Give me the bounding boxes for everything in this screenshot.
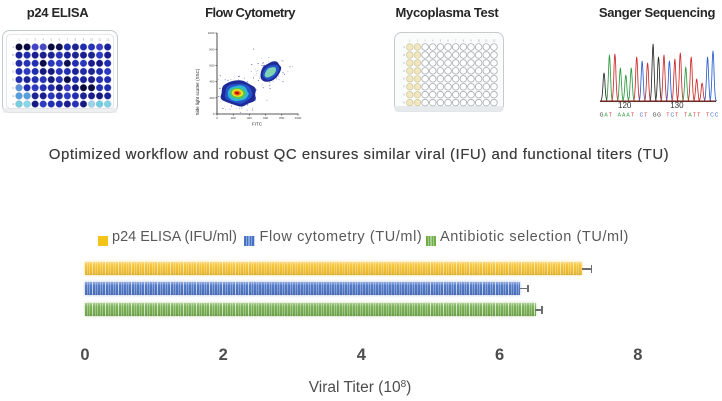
svg-text:9: 9 bbox=[470, 39, 472, 42]
svg-text:6: 6 bbox=[59, 38, 61, 42]
svg-text:12: 12 bbox=[493, 39, 496, 42]
svg-text:G: G bbox=[12, 94, 14, 98]
svg-text:1: 1 bbox=[409, 39, 411, 42]
svg-text:T: T bbox=[697, 113, 700, 119]
svg-text:A: A bbox=[626, 113, 630, 119]
svg-text:T: T bbox=[693, 113, 696, 119]
svg-text:11: 11 bbox=[485, 39, 488, 42]
svg-text:D: D bbox=[12, 70, 14, 74]
svg-text:E: E bbox=[403, 78, 405, 81]
svg-text:8: 8 bbox=[75, 38, 77, 42]
svg-text:3: 3 bbox=[34, 38, 36, 42]
svg-text:C: C bbox=[640, 113, 644, 119]
svg-text:C: C bbox=[670, 113, 674, 119]
svg-text:Side light scatter (SSC): Side light scatter (SSC) bbox=[195, 68, 200, 115]
svg-text:1000: 1000 bbox=[208, 31, 215, 35]
svg-text:B: B bbox=[12, 53, 14, 57]
svg-text:C: C bbox=[710, 113, 714, 119]
svg-text:A: A bbox=[622, 113, 626, 119]
svg-text:F: F bbox=[12, 86, 14, 90]
svg-text:C: C bbox=[12, 61, 14, 65]
svg-text:6: 6 bbox=[447, 39, 449, 42]
svg-text:0: 0 bbox=[213, 112, 215, 116]
svg-text:800: 800 bbox=[279, 116, 284, 120]
svg-text:G: G bbox=[403, 94, 405, 97]
svg-text:T: T bbox=[706, 113, 709, 119]
svg-text:600: 600 bbox=[263, 116, 268, 120]
svg-text:H: H bbox=[403, 102, 405, 105]
svg-text:A: A bbox=[12, 45, 14, 49]
svg-text:T: T bbox=[609, 113, 612, 119]
svg-text:T: T bbox=[631, 113, 634, 119]
svg-text:11: 11 bbox=[98, 38, 101, 42]
svg-text:E: E bbox=[12, 78, 14, 82]
svg-text:12: 12 bbox=[106, 38, 109, 42]
svg-text:7: 7 bbox=[67, 38, 69, 42]
svg-text:FITC: FITC bbox=[252, 122, 263, 127]
svg-text:0: 0 bbox=[216, 116, 218, 120]
svg-text:C: C bbox=[403, 62, 405, 65]
svg-text:F: F bbox=[403, 86, 405, 89]
svg-text:10: 10 bbox=[90, 38, 93, 42]
svg-text:4: 4 bbox=[42, 38, 44, 42]
svg-text:C: C bbox=[715, 113, 718, 119]
svg-text:B: B bbox=[403, 54, 405, 57]
svg-text:G: G bbox=[600, 113, 604, 119]
svg-text:5: 5 bbox=[50, 38, 52, 42]
svg-text:A: A bbox=[403, 46, 405, 49]
svg-text:A: A bbox=[688, 113, 692, 119]
svg-text:H: H bbox=[12, 102, 14, 106]
svg-text:G: G bbox=[657, 113, 661, 119]
svg-text:G: G bbox=[653, 113, 657, 119]
svg-text:T: T bbox=[675, 113, 678, 119]
svg-text:130: 130 bbox=[670, 101, 684, 110]
svg-text:600: 600 bbox=[209, 64, 214, 68]
svg-text:10: 10 bbox=[477, 39, 480, 42]
svg-text:1000: 1000 bbox=[295, 116, 302, 120]
svg-text:800: 800 bbox=[209, 47, 214, 51]
svg-text:A: A bbox=[618, 113, 622, 119]
svg-text:4: 4 bbox=[432, 39, 434, 42]
svg-text:9: 9 bbox=[83, 38, 85, 42]
svg-text:T: T bbox=[644, 113, 647, 119]
svg-text:7: 7 bbox=[455, 39, 457, 42]
svg-text:1: 1 bbox=[18, 38, 20, 42]
svg-text:200: 200 bbox=[231, 116, 236, 120]
svg-text:3: 3 bbox=[424, 39, 426, 42]
svg-text:2: 2 bbox=[417, 39, 419, 42]
svg-text:D: D bbox=[403, 70, 405, 73]
svg-text:2: 2 bbox=[26, 38, 28, 42]
svg-text:400: 400 bbox=[209, 80, 214, 84]
svg-text:A: A bbox=[604, 113, 608, 119]
svg-text:200: 200 bbox=[209, 96, 214, 100]
svg-text:400: 400 bbox=[247, 116, 252, 120]
svg-text:5: 5 bbox=[440, 39, 442, 42]
svg-text:T: T bbox=[666, 113, 669, 119]
svg-text:T: T bbox=[684, 113, 687, 119]
svg-text:8: 8 bbox=[463, 39, 465, 42]
svg-text:120: 120 bbox=[618, 101, 632, 110]
